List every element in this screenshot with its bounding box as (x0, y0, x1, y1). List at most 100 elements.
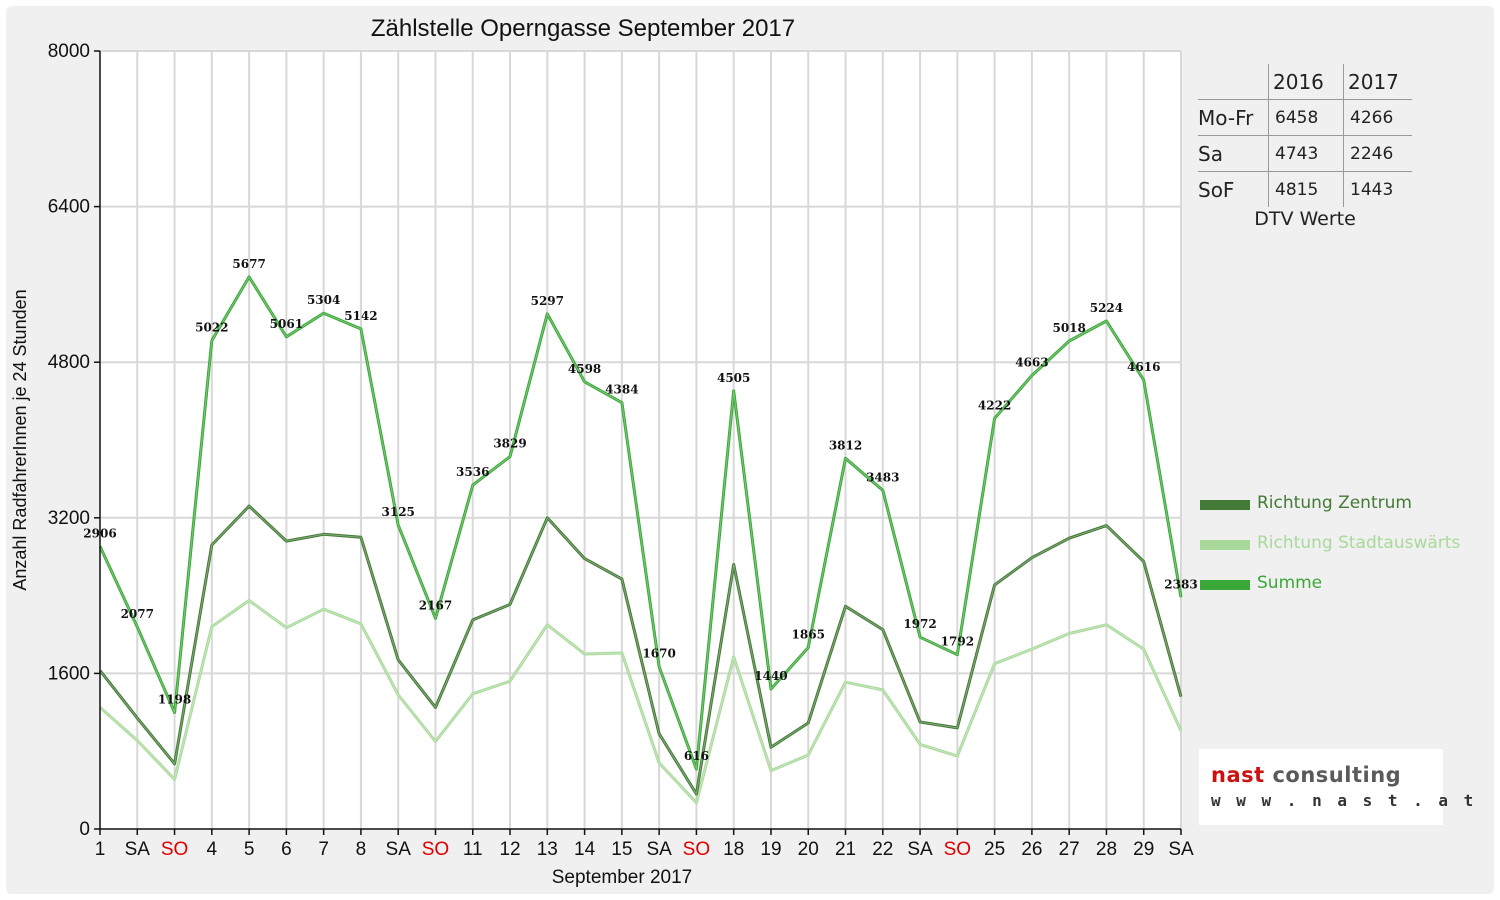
y-tick-label: 8000 (48, 41, 90, 62)
series-line-0 (98, 504, 1183, 796)
data-label: 5297 (531, 294, 564, 308)
dtv-header-empty (1198, 64, 1269, 100)
x-tick-label: 27 (1059, 839, 1080, 860)
chart-title: Zählstelle Operngasse September 2017 (371, 15, 795, 42)
data-label: 1792 (941, 635, 974, 649)
data-label: 3483 (866, 470, 899, 484)
x-tick-label: 29 (1133, 839, 1154, 860)
x-tick-label: 20 (798, 839, 819, 860)
x-tick-label: SO (161, 839, 188, 860)
x-tick-label: 8 (356, 839, 367, 860)
x-tick-label: SO (683, 839, 710, 860)
axes (94, 50, 1182, 835)
series-line-highlight-1 (99, 600, 1182, 804)
logo-word-nast: nast (1211, 763, 1265, 787)
x-tick-label: 25 (984, 839, 1005, 860)
data-label: 5677 (232, 257, 265, 271)
dtv-cell: 6458 (1268, 99, 1344, 136)
legend-swatch (1200, 540, 1250, 550)
data-label: 1440 (754, 669, 787, 683)
x-tick-label: SO (944, 839, 971, 860)
dtv-table: 2016 2017 Mo-Fr 6458 4266 Sa 4743 2246 S… (1198, 64, 1412, 207)
x-tick-label: 22 (872, 839, 893, 860)
data-label: 5022 (195, 321, 228, 335)
dtv-cell: 4743 (1268, 135, 1344, 172)
dtv-row-label: SoF (1198, 171, 1269, 207)
y-tick-label: 3200 (48, 508, 90, 529)
data-label: 616 (684, 749, 709, 763)
y-tick-label: 0 (79, 819, 90, 840)
x-tick-label: 4 (207, 839, 218, 860)
data-label: 5224 (1090, 301, 1123, 315)
x-tick-label: 7 (318, 839, 329, 860)
x-tick-label: 19 (760, 839, 781, 860)
x-tick-label: 1 (95, 839, 106, 860)
legend-swatch (1200, 500, 1250, 510)
x-tick-label: 28 (1096, 839, 1117, 860)
data-label: 5304 (307, 293, 340, 307)
x-axis-label: September 2017 (552, 867, 693, 888)
x-tick-label: 18 (723, 839, 744, 860)
logo-word-consulting: consulting (1272, 763, 1402, 787)
y-tick-labels: 0 1600 3200 4800 6400 8000 (48, 41, 90, 840)
x-tick-label: SA (646, 839, 672, 860)
dtv-row-label: Sa (1198, 135, 1269, 172)
x-tick-label: 14 (574, 839, 596, 860)
x-tick-label: SO (422, 839, 449, 860)
logo-wordmark: nast consulting (1211, 763, 1401, 787)
logo-url: w w w . n a s t . a t (1211, 791, 1477, 810)
y-tick-label: 1600 (48, 663, 90, 684)
data-label: 3125 (382, 505, 415, 519)
x-tick-label: SA (1168, 839, 1194, 860)
series-line-1 (99, 599, 1183, 805)
data-label: 3812 (829, 438, 862, 452)
x-tick-label: SA (125, 839, 151, 860)
x-tick-label: 12 (499, 839, 520, 860)
dtv-cell: 2246 (1343, 135, 1412, 172)
x-tick-label: 6 (281, 839, 292, 860)
data-label: 2383 (1164, 577, 1197, 591)
data-label: 5018 (1052, 321, 1085, 335)
x-tick-label: 26 (1021, 839, 1042, 860)
legend-swatch (1200, 580, 1250, 590)
series-line-2 (98, 275, 1183, 771)
data-label: 5061 (270, 317, 303, 331)
legend-label: Richtung Zentrum (1257, 493, 1412, 513)
data-label: 4598 (568, 362, 601, 376)
data-label: 2167 (419, 598, 452, 612)
data-label: 3829 (493, 437, 526, 451)
data-label: 4505 (717, 371, 750, 385)
company-logo: nast consulting w w w . n a s t . a t (1199, 749, 1473, 825)
x-tick-label: 11 (463, 839, 483, 860)
x-tick-label: 5 (244, 839, 255, 860)
series-lines (98, 275, 1183, 805)
dtv-row-label: Mo-Fr (1198, 99, 1269, 136)
legend-label: Summe (1257, 573, 1323, 593)
data-label: 1670 (642, 647, 675, 661)
legend-label: Richtung Stadtauswärts (1257, 533, 1461, 553)
gridlines (100, 50, 1182, 829)
data-label: 1865 (792, 628, 825, 642)
y-tick-label: 4800 (48, 352, 90, 373)
data-label: 1198 (158, 692, 191, 706)
x-tick-label: SA (907, 839, 933, 860)
x-tick-label: 21 (835, 839, 856, 860)
data-label: 4616 (1127, 360, 1160, 374)
x-tick-labels: 1 SA SO 4 5 6 7 8 SA SO 11 12 13 14 15 SA SO 18 19 20 21 22 SA… (95, 839, 1194, 860)
y-axis-label: Anzahl RadfahrerInnen je 24 Stunden (10, 289, 30, 590)
dtv-cell: 4266 (1343, 99, 1412, 136)
data-label: 3536 (456, 465, 489, 479)
data-label: 2077 (121, 607, 154, 621)
series-line-highlight-0 (99, 505, 1182, 795)
dtv-cell: 1443 (1343, 171, 1412, 207)
x-tick-label: SA (386, 839, 412, 860)
data-label: 1972 (903, 617, 936, 631)
data-label: 4663 (1015, 356, 1048, 370)
dtv-header-2016: 2016 (1268, 64, 1344, 100)
data-labels: 2906 2077 1198 5022 5677 5061 5304 5142 3125 2167… (83, 257, 1197, 763)
data-label: 5142 (344, 309, 377, 323)
data-label: 4384 (605, 383, 638, 397)
dtv-cell: 4815 (1268, 171, 1344, 207)
dtv-header-2017: 2017 (1343, 64, 1412, 100)
